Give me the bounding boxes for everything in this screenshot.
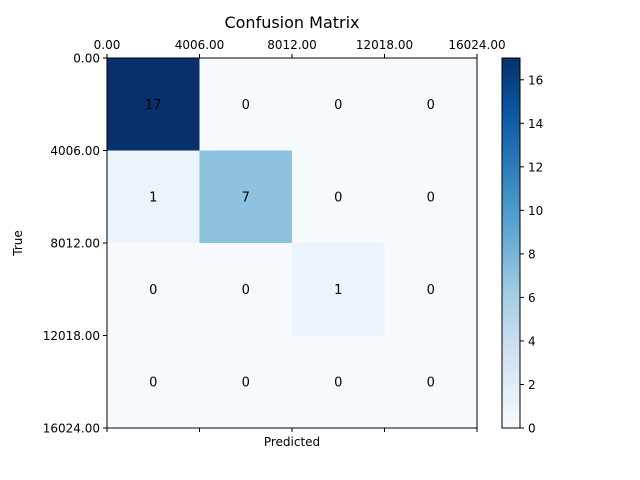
- cell-value-label: 0: [242, 98, 250, 113]
- y-tick-label: 12018.00: [43, 329, 100, 343]
- cell-value-label: 0: [427, 283, 435, 298]
- heatmap-cell: [292, 335, 385, 429]
- heatmap-cell: [384, 335, 478, 429]
- cell-value-label: 0: [149, 283, 157, 298]
- cell-value-label: 0: [334, 375, 342, 390]
- cell-value-label: 1: [149, 190, 157, 205]
- heatmap-cell-labels: 17 0 0 01 7 0 00 0 1 00 0 0 0: [145, 98, 435, 391]
- colorbar: [501, 57, 521, 429]
- heatmap-cell: [107, 335, 200, 429]
- x-axis-label: Predicted: [264, 435, 320, 449]
- colorbar-tick-label: 6: [528, 291, 536, 305]
- y-tick-label: 16024.00: [43, 422, 100, 436]
- x-tick-label: 12018.00: [356, 38, 413, 52]
- heatmap-cell: [199, 58, 293, 151]
- heatmap-cell: [384, 58, 478, 151]
- colorbar-tick-label: 2: [528, 378, 536, 392]
- y-tick-label: 8012.00: [50, 237, 100, 251]
- colorbar-tick-label: 4: [528, 334, 536, 348]
- y-tick-label: 0.00: [73, 52, 100, 66]
- colorbar-tick-label: 0: [528, 422, 536, 436]
- cell-value-label: 0: [427, 98, 435, 113]
- heatmap-cell: [292, 58, 385, 151]
- cell-value-label: 7: [242, 190, 250, 205]
- cell-value-label: 17: [145, 98, 162, 113]
- colorbar-tick-label: 10: [528, 204, 543, 218]
- cell-value-label: 1: [334, 283, 342, 298]
- cell-value-label: 0: [427, 375, 435, 390]
- y-tick-label: 4006.00: [50, 144, 100, 158]
- heatmap-cell: [384, 150, 478, 244]
- cell-value-label: 0: [427, 190, 435, 205]
- heatmap-cell: [107, 58, 200, 151]
- heatmap-cell: [292, 150, 385, 244]
- heatmap-cell: [199, 335, 293, 429]
- colorbar-tick-label: 16: [528, 73, 543, 87]
- colorbar-ticks: 0 2 4 6 8 10 12 14 16: [520, 73, 543, 436]
- cell-value-label: 0: [334, 190, 342, 205]
- chart-title: Confusion Matrix: [224, 13, 359, 32]
- x-tick-label: 16024.00: [448, 38, 505, 52]
- colorbar-tick-label: 12: [528, 160, 543, 174]
- x-tick-label: 4006.00: [175, 38, 225, 52]
- colorbar-tick-label: 8: [528, 247, 536, 261]
- heatmap-cell: [384, 243, 478, 336]
- heatmap-cell: [107, 150, 200, 244]
- cell-value-label: 0: [242, 375, 250, 390]
- y-axis-ticks: 0.00 4006.00 8012.00 12018.00 16024.00: [43, 52, 107, 436]
- y-axis-label: True: [11, 230, 25, 257]
- cell-value-label: 0: [242, 283, 250, 298]
- cell-value-label: 0: [334, 98, 342, 113]
- x-axis-ticks: 0.00 4006.00 8012.00 12018.00 16024.00: [94, 38, 506, 432]
- heatmap-cell: [107, 243, 200, 336]
- colorbar-tick-label: 14: [528, 117, 543, 131]
- heatmap-cells: [107, 58, 478, 429]
- heatmap-cell: [292, 243, 385, 336]
- heatmap-cell: [199, 243, 293, 336]
- x-tick-label: 0.00: [94, 38, 121, 52]
- cell-value-label: 0: [149, 375, 157, 390]
- heatmap-cell: [199, 150, 293, 244]
- x-tick-label: 8012.00: [267, 38, 317, 52]
